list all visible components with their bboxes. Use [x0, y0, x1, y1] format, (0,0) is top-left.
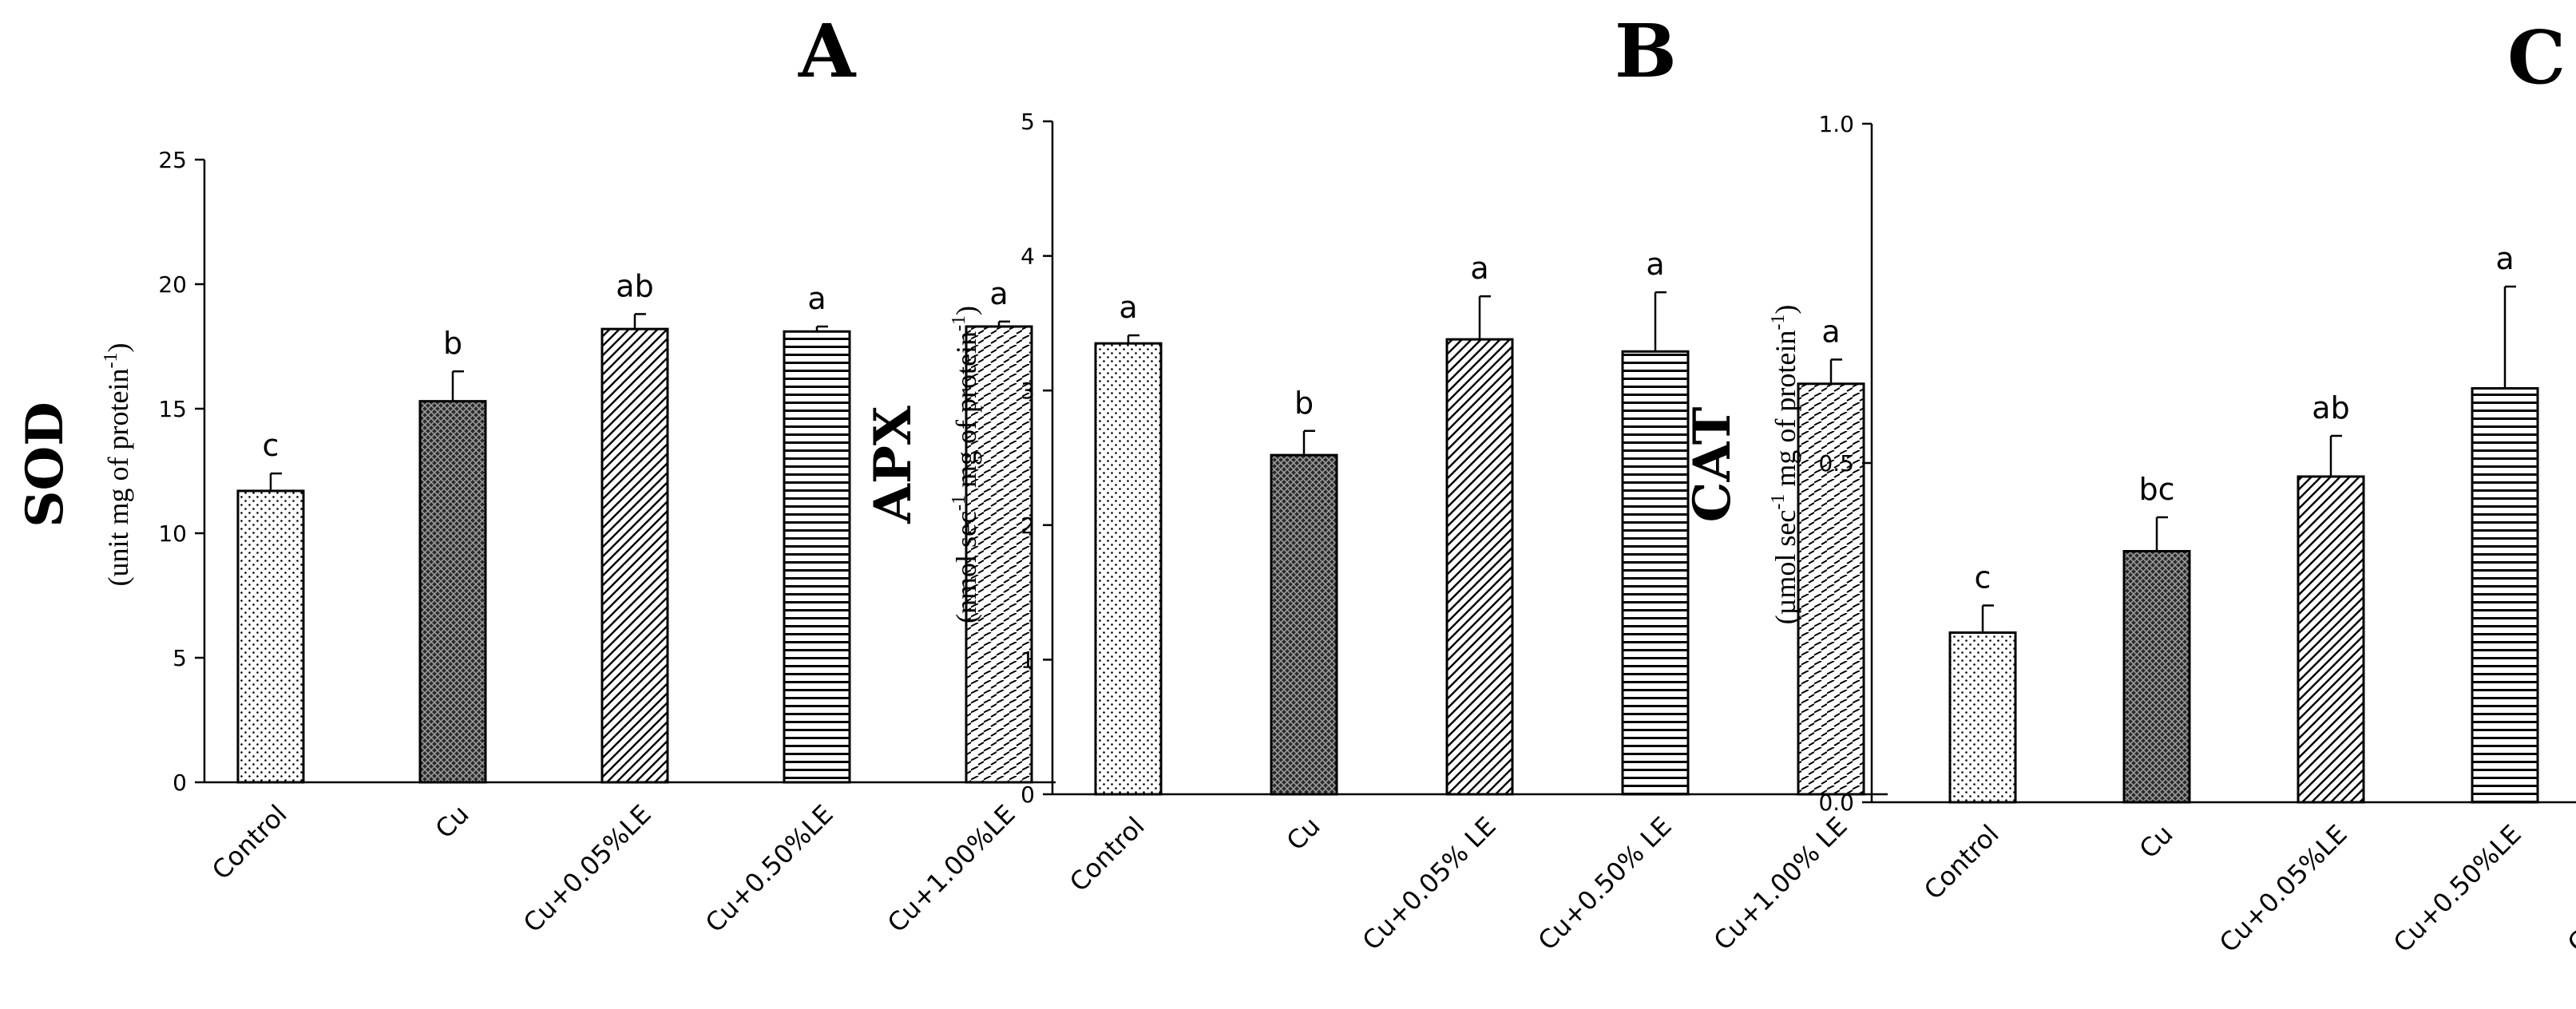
- bar-b: [1270, 453, 1338, 796]
- y-tick-label-b: 5: [1020, 109, 1035, 135]
- category-label-b: Cu: [1281, 811, 1326, 857]
- significance-letter-b: a: [1646, 247, 1664, 282]
- bar-a: [600, 327, 669, 784]
- category-label-c: Cu: [2134, 819, 2179, 865]
- category-label-b: Control: [1064, 811, 1151, 898]
- category-label-a: Control: [206, 799, 293, 886]
- significance-letter-a: c: [263, 428, 279, 463]
- y-tick-label-a: 5: [172, 645, 187, 671]
- plot-area-b: 0 1 2 3 4 5 a Control b Cu a Cu+0.05% LE a Cu+0.50% L…: [1020, 109, 1888, 956]
- y-tick-label-c: 0.5: [1818, 450, 1854, 477]
- bar-c: [2297, 475, 2365, 804]
- y-tick-label-b: 0: [1020, 781, 1035, 808]
- y-axis-unit-b: (nmol sec-1 mg of protein-1): [949, 306, 982, 623]
- significance-letter-a: ab: [616, 268, 653, 303]
- category-label-b: Cu+1.00% LE: [1708, 811, 1853, 956]
- bar-b: [1445, 338, 1514, 796]
- category-label-a: Cu+0.50%LE: [699, 799, 839, 939]
- significance-letter-a: b: [443, 326, 462, 361]
- y-tick-label-a: 20: [158, 271, 187, 298]
- category-label-a: Cu+0.05%LE: [517, 799, 657, 939]
- bar-a: [236, 489, 305, 784]
- y-axis-title-b: APX: [863, 406, 923, 524]
- bar-c: [1948, 631, 2017, 804]
- panel-letter-c: C: [2507, 14, 2566, 101]
- bar-c: [2471, 387, 2539, 804]
- significance-letter-b: a: [1470, 251, 1488, 286]
- significance-letter-a: a: [989, 276, 1008, 311]
- significance-letter-c: bc: [2138, 472, 2174, 507]
- y-axis-title-a: SOD: [15, 402, 75, 527]
- bar-b: [1621, 350, 1690, 796]
- y-tick-label-a: 25: [158, 147, 187, 173]
- category-label-a: Cu: [430, 799, 475, 845]
- significance-letter-b: a: [1119, 290, 1137, 325]
- category-label-c: Cu+0.50%LE: [2388, 819, 2527, 959]
- bar-c: [2122, 550, 2191, 804]
- y-axis-unit-a: (unit mg of protein-1): [101, 343, 134, 587]
- y-tick-label-a: 10: [158, 520, 187, 547]
- bar-a: [783, 330, 851, 784]
- category-label-c: Cu+0.05%LE: [2213, 819, 2353, 959]
- significance-letter-b: a: [1821, 314, 1840, 349]
- category-label-b: Cu+0.05% LE: [1357, 811, 1502, 956]
- significance-letter-c: c: [1975, 560, 1991, 596]
- y-tick-label-a: 15: [158, 396, 187, 422]
- category-label-c: Control: [1918, 819, 2005, 906]
- y-tick-label-b: 4: [1020, 243, 1035, 270]
- bar-a: [965, 325, 1033, 784]
- y-tick-label-b: 1: [1020, 647, 1035, 673]
- plot-area-a: 0510152025cControlbCuabCu+0.05%LEaCu+0.5…: [158, 147, 1056, 939]
- panel-letter-a: A: [798, 8, 857, 94]
- y-tick-label-a: 0: [172, 770, 187, 796]
- significance-letter-a: a: [807, 281, 826, 316]
- significance-letter-c: ab: [2312, 390, 2349, 425]
- category-label-c: Cu+1.00%LE: [2562, 819, 2576, 959]
- category-label-a: Cu+1.00%LE: [882, 799, 1021, 939]
- bar-b: [1094, 342, 1163, 796]
- significance-letter-c: a: [2495, 241, 2514, 276]
- bar-a: [418, 400, 487, 784]
- plot-area-c: 0.0 0.5 1.0 c Control bc Cu ab Cu+0.05%LE a Cu+0.5…: [1818, 111, 2576, 959]
- y-tick-label-c: 0.0: [1818, 789, 1854, 816]
- y-axis-title-c: CAT: [1682, 407, 1742, 523]
- y-tick-label-c: 1.0: [1818, 111, 1854, 137]
- y-tick-label-b: 3: [1020, 378, 1035, 404]
- y-axis-unit-c: (µmol sec-1 mg of protein-1): [1768, 305, 1801, 625]
- y-tick-label-b: 2: [1020, 512, 1035, 539]
- panel-letter-b: B: [1615, 8, 1677, 94]
- category-label-b: Cu+0.50% LE: [1532, 811, 1678, 956]
- significance-letter-b: b: [1294, 386, 1314, 421]
- bar-b: [1797, 382, 1865, 796]
